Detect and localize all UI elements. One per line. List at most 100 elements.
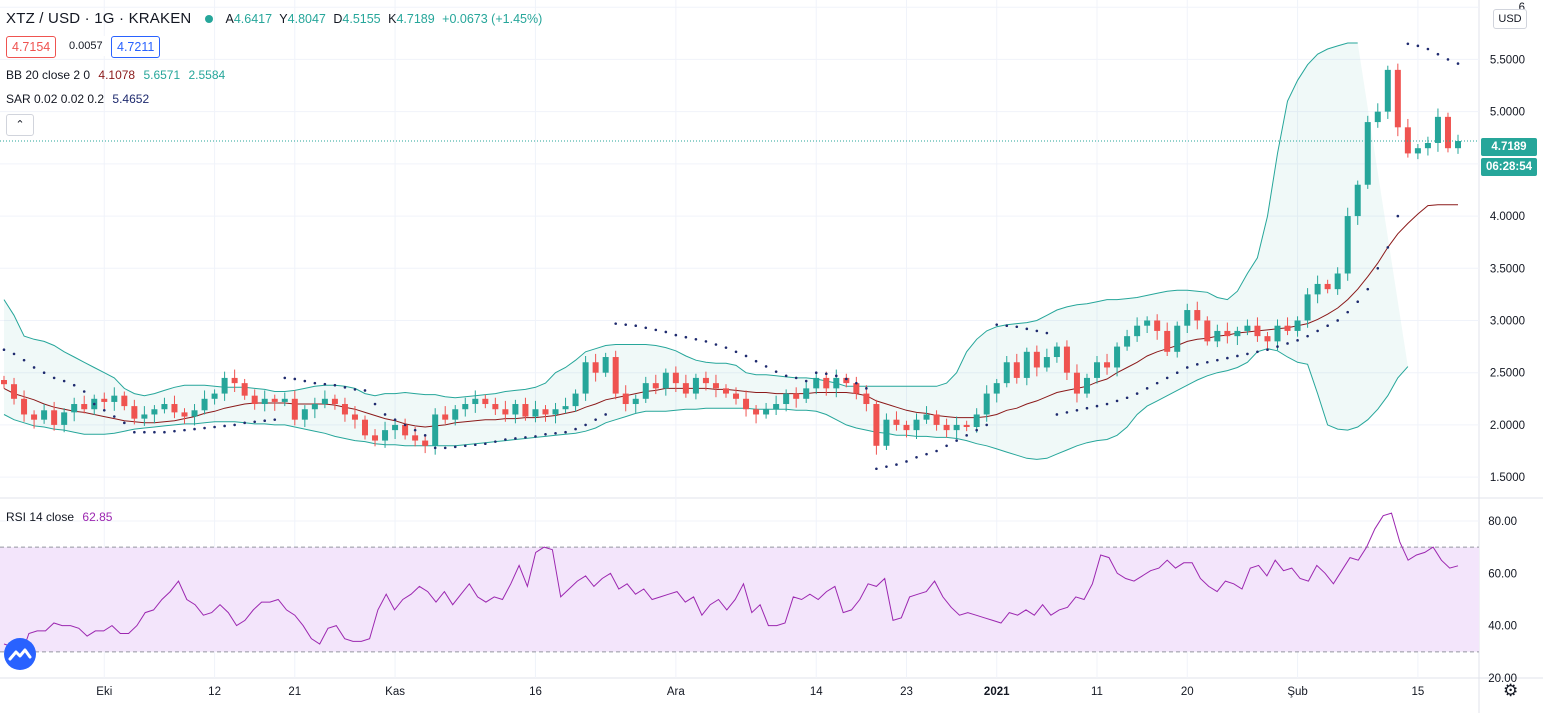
candle-body: [412, 435, 419, 441]
sar-dot: [1266, 348, 1269, 352]
sar-dot: [52, 376, 56, 380]
open-value: 4.6417: [233, 11, 273, 26]
candle-body: [1073, 372, 1080, 394]
candle-body: [71, 404, 78, 413]
candle-body: [131, 406, 138, 419]
sell-price-button[interactable]: 4.7154: [6, 36, 57, 58]
sar-dot: [1226, 356, 1229, 360]
sar-dot: [213, 425, 216, 429]
candle-body: [983, 393, 990, 415]
candle-body: [512, 404, 519, 415]
time-tick-label: 15: [1411, 686, 1424, 698]
candle-body: [642, 383, 649, 399]
settings-gear-icon[interactable]: ⚙: [1503, 681, 1519, 700]
candle-body: [692, 377, 699, 394]
bb-lower-line: [3, 348, 1409, 460]
candle-body: [783, 393, 790, 405]
time-tick-label: 21: [288, 686, 301, 698]
candle-body: [1314, 283, 1321, 295]
sar-dot: [574, 427, 577, 431]
rsi-tick-label: 40.00: [1488, 621, 1517, 633]
time-tick-label: Ara: [667, 686, 686, 698]
sar-dot: [1316, 329, 1319, 333]
sar-dot: [383, 413, 387, 416]
sar-dot: [1406, 42, 1410, 46]
sar-dot: [1366, 287, 1370, 291]
sar-dot: [1185, 366, 1189, 369]
sar-dot: [183, 428, 186, 432]
sar-dot: [935, 449, 938, 453]
sar-legend[interactable]: SAR 0.02 0.02 0.2 5.4652: [6, 92, 154, 106]
sar-dot: [1075, 408, 1079, 412]
sar-dot: [1436, 52, 1440, 56]
sar-dot: [1035, 329, 1039, 333]
currency-button[interactable]: USD: [1493, 9, 1527, 29]
candle-body: [1023, 351, 1030, 378]
candle-body: [341, 404, 348, 415]
candle-body: [1134, 325, 1141, 337]
sar-dot: [704, 340, 708, 343]
low-value: 4.5155: [342, 11, 381, 26]
sar-dot: [995, 323, 999, 326]
candle-body: [1144, 320, 1151, 326]
candle-body: [793, 393, 800, 399]
sar-dot: [393, 418, 397, 421]
candle-body: [121, 395, 128, 407]
rsi-label: RSI 14 close: [6, 510, 75, 524]
sar-dot: [624, 323, 628, 326]
candle-body: [31, 414, 38, 420]
candle-body: [372, 435, 379, 441]
sar-dot: [1336, 319, 1339, 322]
sar-dot: [453, 445, 457, 449]
candle-body: [662, 372, 669, 389]
candle-body: [1434, 116, 1441, 143]
price-tick-label: 3.0000: [1490, 315, 1525, 327]
sar-dot: [1115, 399, 1119, 403]
sar-dot: [1236, 354, 1239, 358]
symbol-header: XTZ / USD · 1G · KRAKEN A4.6417 Y4.8047 …: [6, 10, 546, 27]
rsi-tick-label: 60.00: [1488, 568, 1517, 580]
sar-dot: [524, 436, 527, 439]
bb-legend[interactable]: BB 20 close 2 0 4.1078 5.6571 2.5584: [6, 68, 230, 82]
sar-dot: [834, 374, 838, 378]
sar-dot: [1386, 246, 1390, 249]
rsi-legend[interactable]: RSI 14 close 62.85: [6, 510, 117, 524]
collapse-legend-button[interactable]: ⌃: [6, 114, 34, 136]
candle-body: [1003, 362, 1010, 384]
candle-body: [1053, 346, 1060, 358]
candle-body: [492, 404, 499, 410]
candle-body: [943, 424, 950, 431]
sar-dot: [794, 376, 798, 380]
price-tick-label: 4.0000: [1490, 211, 1525, 223]
low-label: D: [333, 11, 343, 26]
candle-body: [502, 409, 509, 415]
sar-dot: [1165, 376, 1169, 380]
sar-dot: [744, 354, 748, 358]
candle-body: [572, 393, 579, 407]
sar-dot: [674, 333, 678, 337]
symbol-title[interactable]: XTZ / USD · 1G · KRAKEN: [6, 10, 192, 27]
sar-dot: [694, 337, 698, 341]
candle-body: [1063, 346, 1070, 373]
tradingview-logo[interactable]: [4, 638, 36, 670]
ohlc-values: A4.6417 Y4.8047 D4.5155 K4.7189 +0.0673 …: [225, 12, 546, 26]
candle-body: [933, 414, 940, 425]
candle-body: [221, 377, 228, 394]
candle-body: [1124, 336, 1131, 347]
sar-dot: [173, 429, 176, 433]
candle-body: [733, 393, 740, 399]
sar-value: 5.4652: [112, 92, 150, 106]
sar-dot: [915, 455, 918, 459]
sar-dot: [2, 348, 6, 352]
sar-dot: [644, 326, 648, 330]
candle-body: [291, 398, 298, 420]
sar-dot: [273, 418, 277, 421]
buy-price-button[interactable]: 4.7211: [111, 36, 161, 58]
candle-body: [151, 409, 158, 415]
sar-dot: [363, 389, 367, 392]
candle-body: [1224, 330, 1231, 337]
candle-body: [271, 398, 278, 402]
candle-body: [722, 388, 729, 394]
candle-body: [893, 419, 900, 425]
